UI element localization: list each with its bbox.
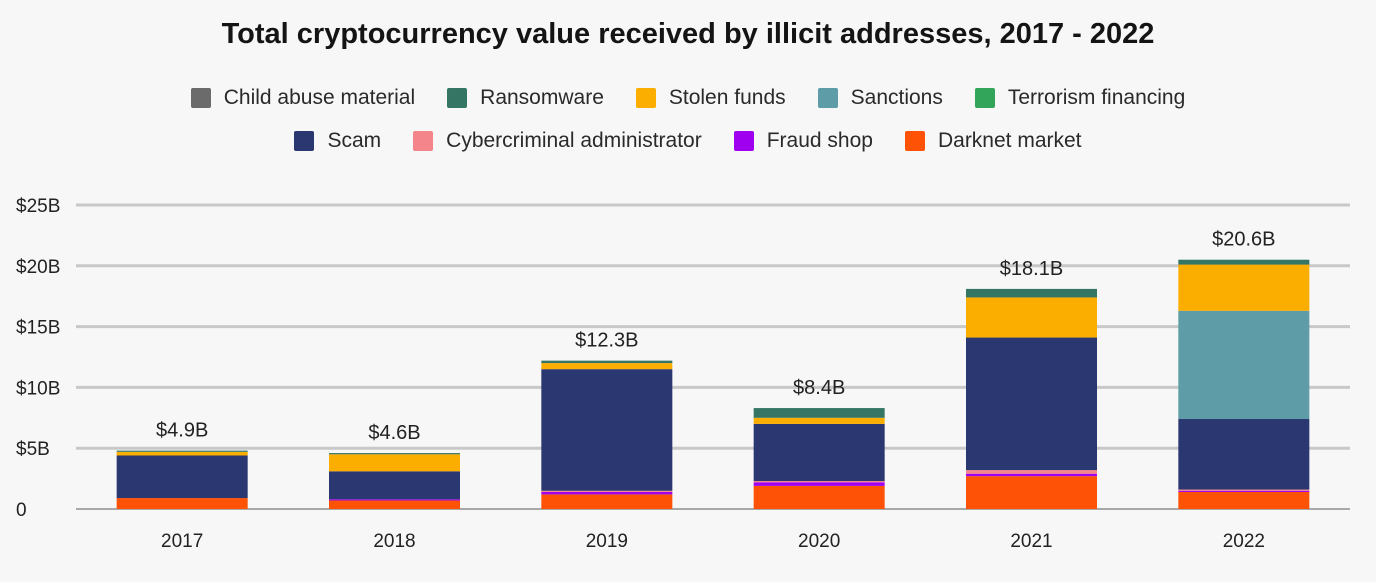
bar-segment-darknet-market-2020 <box>753 485 885 509</box>
bar-segment-cybercriminal-administrator-2022 <box>1178 489 1310 491</box>
bar-segment-scam-2017 <box>116 455 248 499</box>
bar-segment-scam-2019 <box>541 369 673 491</box>
bar-segment-scam-2020 <box>753 423 885 482</box>
x-tick-label-2021: 2021 <box>1010 531 1052 552</box>
legend-item-child-abuse-material: Child abuse material <box>190 86 416 110</box>
legend-label: Terrorism financing <box>1007 86 1186 109</box>
bar-segment-fraud-shop-2018 <box>329 499 460 501</box>
legend-swatch <box>733 131 754 151</box>
bar-segment-fraud-shop-2022 <box>1178 490 1310 492</box>
y-tick-label: $25B <box>16 196 60 217</box>
bar-segment-darknet-market-2022 <box>1178 491 1310 509</box>
legend-swatch <box>635 88 656 108</box>
y-tick-label: $20B <box>16 257 60 278</box>
legend-row-2: Scam Cybercriminal administrator Fraud s… <box>0 129 1376 153</box>
x-tick-label-2020: 2020 <box>798 531 840 552</box>
legend-swatch <box>413 131 434 151</box>
legend-label: Cybercriminal administrator <box>446 129 702 152</box>
bar-segment-sanctions-2022 <box>1178 310 1310 420</box>
bar-segment-stolen-funds-2018 <box>329 454 460 472</box>
legend-item-fraud-shop: Fraud shop <box>733 129 873 153</box>
x-tick-label-2017: 2017 <box>161 531 203 552</box>
y-tick-label: $15B <box>16 318 60 339</box>
legend-label: Stolen funds <box>668 86 786 109</box>
legend-item-sanctions: Sanctions <box>817 86 943 110</box>
total-label-2017: $4.9B <box>156 420 208 442</box>
legend-item-ransomware: Ransomware <box>447 86 604 110</box>
bar-segment-ransomware-2020 <box>753 408 885 418</box>
x-tick-label-2018: 2018 <box>373 531 415 552</box>
bar-segment-scam-2021 <box>966 337 1097 471</box>
bar-segment-ransomware-2018 <box>329 453 460 455</box>
legend-item-stolen-funds: Stolen funds <box>635 86 786 110</box>
total-label-2022: $20.6B <box>1212 229 1275 251</box>
bar-segment-cybercriminal-administrator-2020 <box>753 481 885 483</box>
bar-segment-cybercriminal-administrator-2019 <box>541 490 673 492</box>
legend-label: Fraud shop <box>766 129 873 152</box>
x-tick-label-2022: 2022 <box>1223 531 1265 552</box>
bar-segment-darknet-market-2018 <box>329 500 460 509</box>
bar-segment-fraud-shop-2020 <box>753 482 885 486</box>
bar-segment-stolen-funds-2020 <box>753 417 885 424</box>
bar-segment-cybercriminal-administrator-2021 <box>966 470 1097 474</box>
legend-label: Child abuse material <box>223 86 416 109</box>
bar-segment-stolen-funds-2019 <box>541 363 673 370</box>
legend-item-darknet-market: Darknet market <box>904 129 1082 153</box>
bar-segment-ransomware-2022 <box>1178 259 1310 265</box>
legend-swatch <box>294 131 315 151</box>
legend-swatch <box>817 88 838 108</box>
legend-swatch <box>447 88 468 108</box>
legend-item-cybercriminal-administrator: Cybercriminal administrator <box>413 129 702 153</box>
chart-title: Total cryptocurrency value received by i… <box>221 18 1155 50</box>
bar-segment-scam-2022 <box>1178 419 1310 490</box>
legend-label: Scam <box>327 129 382 152</box>
bar-segment-stolen-funds-2021 <box>966 297 1097 338</box>
legend-row-1: Child abuse material Ransomware Stolen f… <box>0 86 1376 110</box>
legend-item-scam: Scam <box>294 129 381 153</box>
legend-swatch <box>974 88 995 108</box>
total-label-2019: $12.3B <box>575 330 638 352</box>
y-tick-label: $5B <box>16 439 50 460</box>
total-label-2021: $18.1B <box>1000 258 1063 280</box>
bar-segment-ransomware-2019 <box>541 360 673 364</box>
bar-segment-stolen-funds-2017 <box>116 451 248 456</box>
y-tick-label: 0 <box>16 500 27 521</box>
bar-segment-fraud-shop-2021 <box>966 473 1097 477</box>
legend-label: Darknet market <box>937 129 1082 152</box>
bar-segment-scam-2018 <box>329 471 460 500</box>
total-label-2018: $4.6B <box>368 422 420 444</box>
legend-item-terrorism-financing: Terrorism financing <box>974 86 1186 110</box>
x-tick-label-2019: 2019 <box>586 531 628 552</box>
bar-segment-ransomware-2021 <box>966 288 1097 298</box>
y-tick-label: $10B <box>16 378 60 399</box>
bar-segment-darknet-market-2017 <box>116 498 248 509</box>
legend-swatch <box>190 88 211 108</box>
legend-label: Ransomware <box>480 86 604 109</box>
legend-swatch <box>904 131 925 151</box>
bar-segment-fraud-shop-2019 <box>541 491 673 495</box>
bar-segment-darknet-market-2019 <box>541 494 673 509</box>
legend-label: Sanctions <box>850 86 943 109</box>
bar-segment-stolen-funds-2022 <box>1178 264 1310 311</box>
bar-segment-ransomware-2017 <box>116 450 248 452</box>
bar-segment-darknet-market-2021 <box>966 476 1097 509</box>
total-label-2020: $8.4B <box>793 377 845 399</box>
